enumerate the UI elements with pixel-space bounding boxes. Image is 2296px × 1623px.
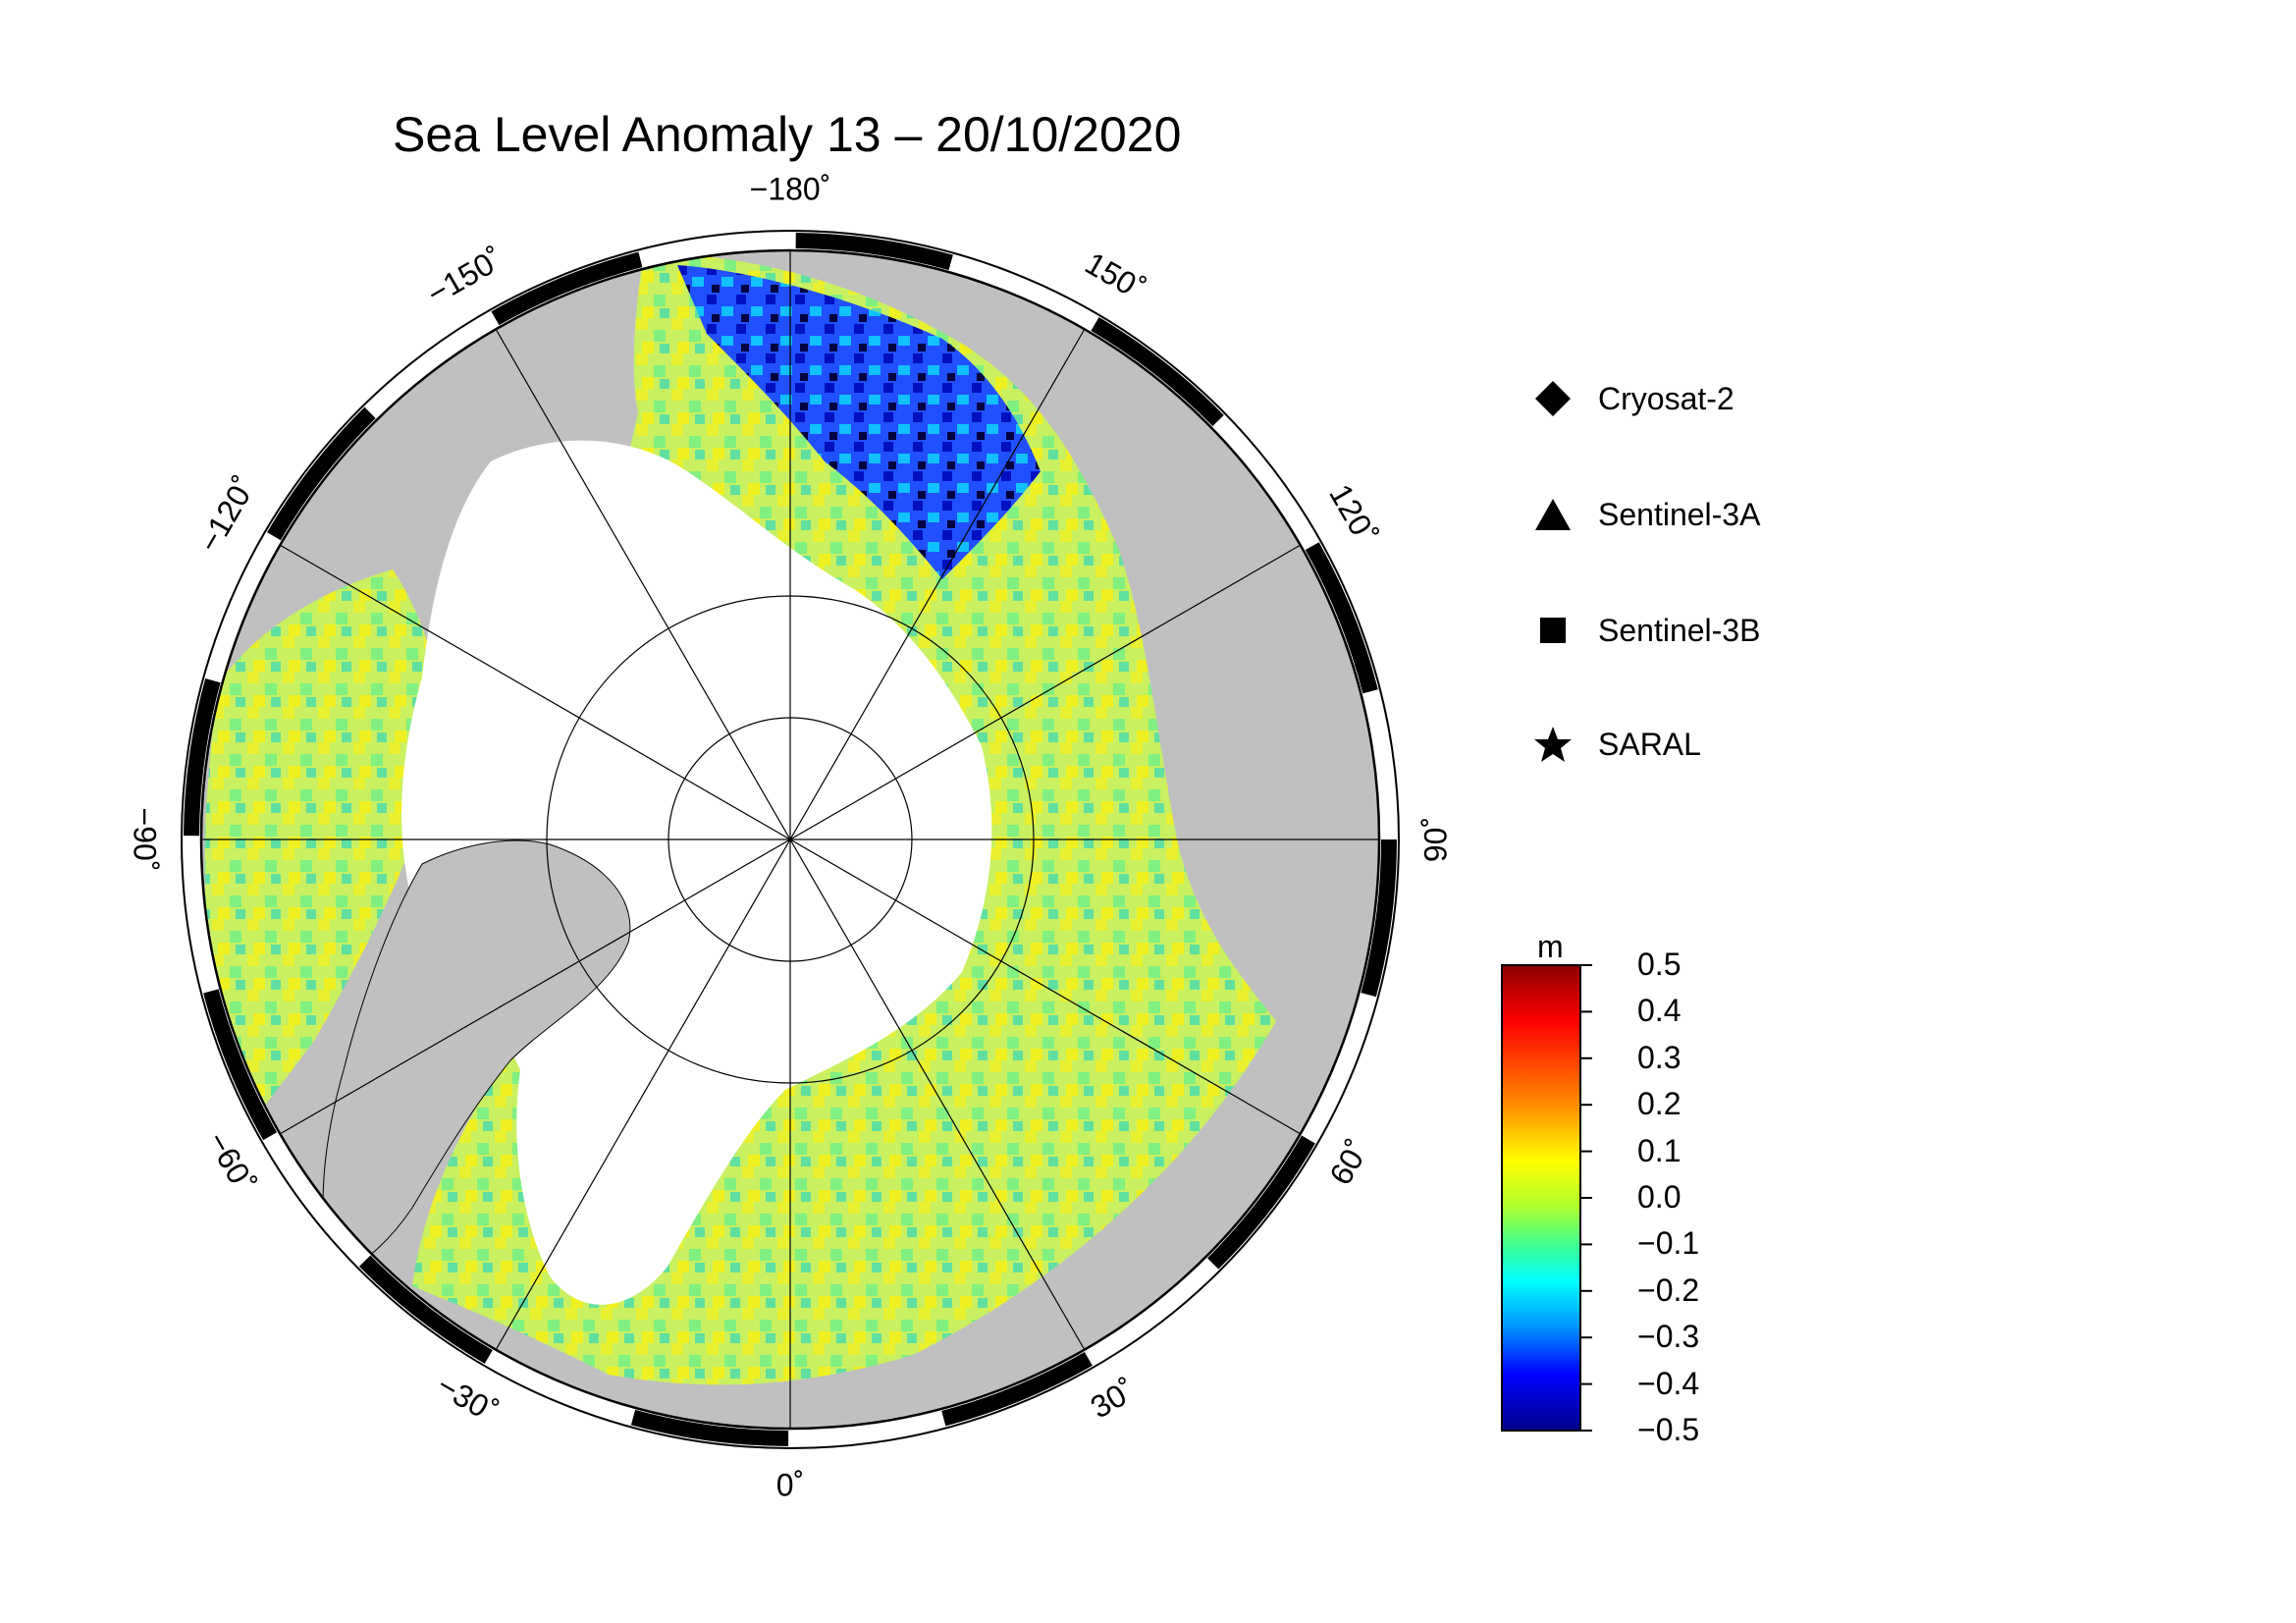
colorbar-scale	[1501, 964, 1581, 1432]
longitude-label: 0˚	[776, 1467, 804, 1502]
ocean-sla-west	[204, 569, 440, 1139]
colorbar-tick-label: 0.4	[1637, 993, 1682, 1029]
colorbar-tick-label: 0.3	[1637, 1039, 1682, 1075]
colorbar-tick-label: 0.2	[1637, 1086, 1682, 1122]
square-icon	[1540, 618, 1566, 643]
legend-item-sentinel-3a: Sentinel-3A	[1533, 495, 1760, 534]
longitude-label: 120˚	[1322, 478, 1384, 550]
ocean-sla-negative	[677, 265, 1041, 579]
colorbar-tick-label: −0.1	[1637, 1225, 1700, 1262]
legend-item-cryosat: Cryosat-2	[1533, 379, 1735, 418]
longitude-label: 30˚	[1085, 1372, 1142, 1425]
longitude-label: 150˚	[1080, 245, 1151, 307]
colorbar-tick-label: 0.5	[1637, 947, 1682, 982]
colorbar-tick-label: 0.0	[1637, 1179, 1682, 1215]
star-icon	[1534, 727, 1572, 762]
figure-title: Sea Level Anomaly 13 – 20/10/2020	[393, 107, 1182, 162]
legend-label: Sentinel-3B	[1598, 612, 1761, 648]
longitude-label: −150˚	[421, 241, 509, 312]
graticule	[201, 250, 1379, 1429]
colorbar-unit: m	[1537, 929, 1564, 964]
colorbar-tick-label: −0.4	[1637, 1365, 1700, 1401]
longitude-label: −120˚	[191, 470, 263, 559]
diamond-icon	[1535, 381, 1571, 416]
triangle-icon	[1535, 499, 1571, 530]
colorbar-tick-label: −0.2	[1637, 1271, 1700, 1308]
legend-label: SARAL	[1598, 726, 1701, 762]
legend-item-sentinel-3b: Sentinel-3B	[1533, 611, 1760, 650]
colorbar-tick-label: −0.5	[1637, 1412, 1700, 1447]
colorbar-tick-label: −0.3	[1637, 1319, 1700, 1355]
longitude-label: 90˚	[1417, 817, 1453, 862]
longitude-label: −30˚	[431, 1368, 504, 1431]
greenland-land	[322, 839, 631, 1277]
legend-item-saral: SARAL	[1533, 725, 1701, 764]
legend-label: Cryosat-2	[1598, 380, 1735, 416]
longitude-label: −60˚	[200, 1126, 263, 1199]
longitude-label: −180˚	[750, 171, 831, 206]
colorbar-tick-label: 0.1	[1637, 1132, 1682, 1168]
longitude-label: 60˚	[1322, 1134, 1375, 1191]
colorbar-ticks	[1580, 964, 1592, 1432]
legend-label: Sentinel-3A	[1598, 496, 1761, 532]
sea-ice	[401, 440, 992, 1305]
longitude-label: −90˚	[128, 808, 163, 872]
map-frame	[181, 230, 1400, 1449]
